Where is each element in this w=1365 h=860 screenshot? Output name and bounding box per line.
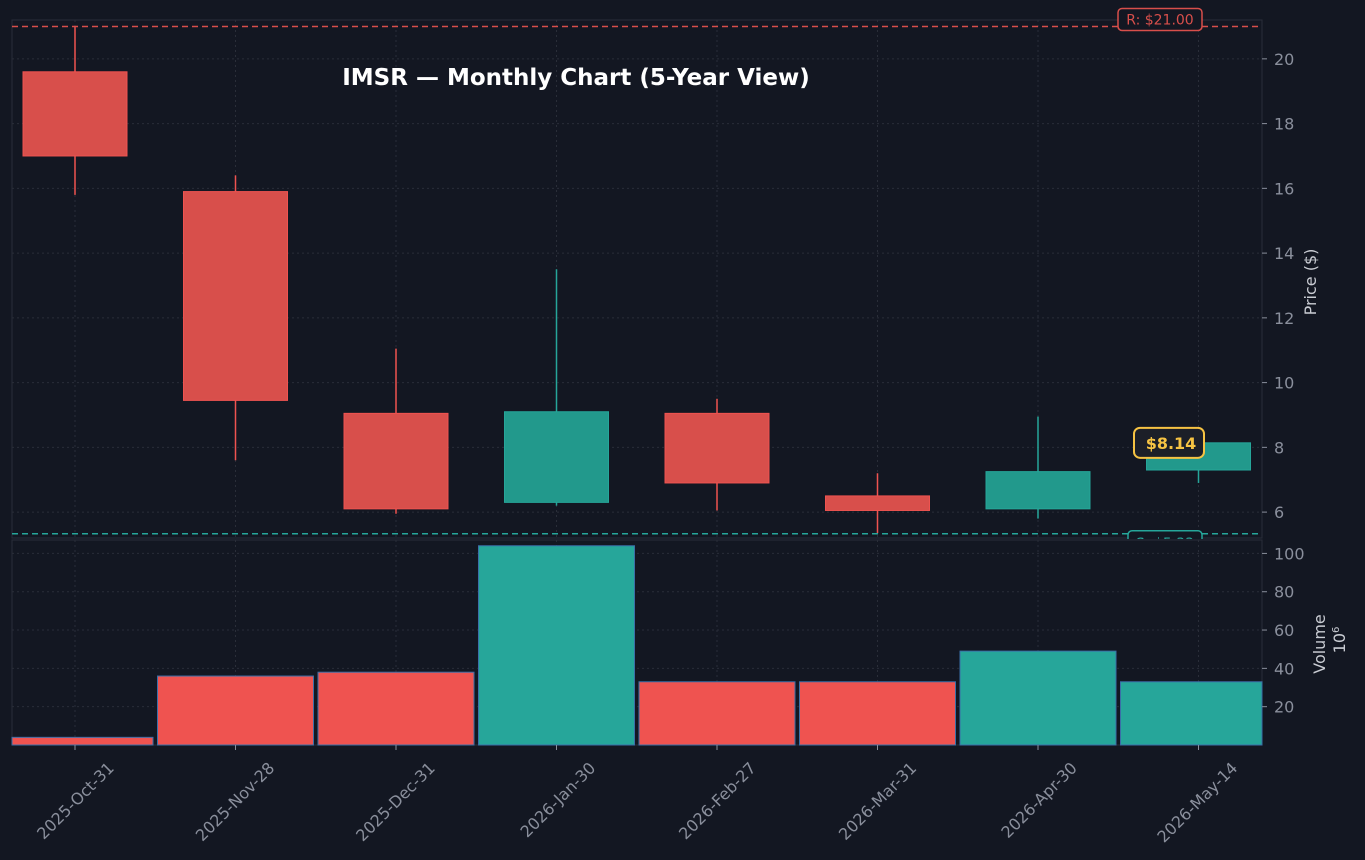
- candle-body: [22, 71, 128, 157]
- volume-bar: [11, 736, 154, 746]
- price-axis-title: Price ($): [1301, 249, 1320, 316]
- candle-body: [985, 471, 1091, 510]
- volume-bar: [1120, 681, 1263, 746]
- last-price-label: $8.14: [1146, 434, 1197, 453]
- price-tick-label: 18: [1274, 115, 1294, 134]
- volume-tick-label: 20: [1274, 698, 1294, 717]
- price-tick-label: 16: [1274, 179, 1294, 198]
- chart-title: IMSR — Monthly Chart (5-Year View): [342, 65, 810, 91]
- volume-multiplier: 106: [1330, 627, 1349, 654]
- resistance-label: R: $21.00: [1126, 12, 1193, 28]
- support-label: S: $5.33: [1136, 536, 1194, 552]
- price-tick-label: 6: [1274, 503, 1284, 522]
- price-tick-label: 10: [1274, 374, 1294, 393]
- volume-tick-label: 40: [1274, 659, 1294, 678]
- volume-bar: [799, 681, 956, 746]
- resistance-label-box: [1117, 7, 1203, 32]
- volume-multiplier-base: 10: [1330, 633, 1349, 653]
- volume-axis-label: Volume: [1310, 614, 1329, 674]
- volume-panel-frame: [11, 539, 1263, 746]
- price-tick-label: 14: [1274, 244, 1294, 263]
- last-price-badge: [1133, 426, 1205, 459]
- price-panel-frame: [11, 19, 1263, 539]
- volume-tick-label: 80: [1274, 583, 1294, 602]
- support-label-group: S: $5.33: [1127, 530, 1203, 552]
- volume-bar: [157, 675, 314, 746]
- volume-bar: [317, 671, 475, 746]
- volume-axis-title: Volume: [1310, 614, 1329, 674]
- volume-multiplier-exponent: 6: [1331, 627, 1342, 633]
- volume-bar: [638, 681, 796, 746]
- candle-body: [343, 412, 449, 510]
- candle-body: [664, 412, 770, 484]
- volume-tick-label: 100: [1274, 544, 1305, 563]
- candle-body: [504, 411, 609, 503]
- price-tick-label: 12: [1274, 309, 1294, 328]
- volume-tick-label: 60: [1274, 621, 1294, 640]
- support-label-box: [1127, 530, 1203, 540]
- price-tick-label: 20: [1274, 50, 1294, 69]
- volume-bar: [478, 545, 635, 746]
- candle-body: [183, 191, 288, 401]
- candle-body: [825, 495, 930, 511]
- price-tick-label: 8: [1274, 438, 1284, 457]
- volume-bar: [959, 650, 1117, 746]
